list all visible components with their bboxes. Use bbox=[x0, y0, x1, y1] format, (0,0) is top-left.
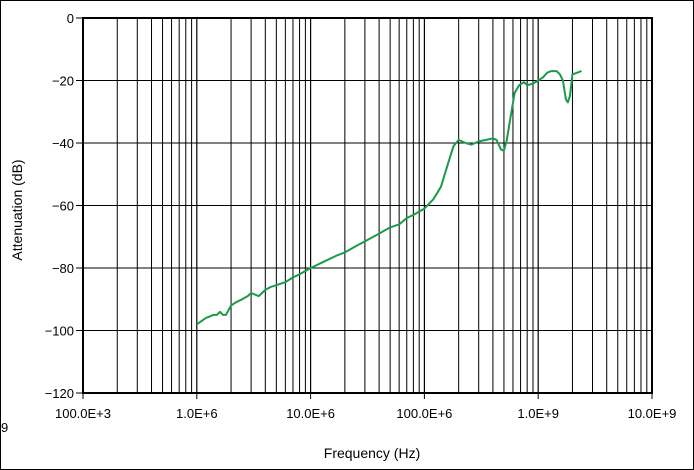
y-tick-label: −120 bbox=[45, 386, 74, 401]
y-tick-label: −20 bbox=[52, 74, 74, 89]
x-tick-label: 100.0E+6 bbox=[396, 406, 452, 421]
tick-labels: 0 −20 −40 −60 −80 −100 −120 100.0E+3 1.0E+6 10.0E… bbox=[45, 11, 677, 421]
y-tick-label: −100 bbox=[45, 324, 74, 339]
y-tick-label: 0 bbox=[67, 11, 74, 26]
x-tick-label: 100.0E+3 bbox=[55, 406, 111, 421]
x-tick-label: 1.0E+6 bbox=[176, 406, 218, 421]
y-tick-label: −80 bbox=[52, 261, 74, 276]
x-tick-label: 10.0E+6 bbox=[286, 406, 335, 421]
y-axis-label: Attenuation (dB) bbox=[9, 159, 25, 260]
series-layer bbox=[196, 70, 582, 326]
attenuation-series-line bbox=[196, 70, 582, 326]
grid-lines bbox=[82, 17, 653, 394]
side-mark: 9 bbox=[1, 420, 9, 435]
x-tick-label: 1.0E+9 bbox=[517, 406, 559, 421]
y-tick-label: −40 bbox=[52, 136, 74, 151]
x-axis-label: Frequency (Hz) bbox=[324, 445, 420, 461]
x-tick-label: 10.0E+9 bbox=[628, 406, 677, 421]
y-tick-label: −60 bbox=[52, 199, 74, 214]
